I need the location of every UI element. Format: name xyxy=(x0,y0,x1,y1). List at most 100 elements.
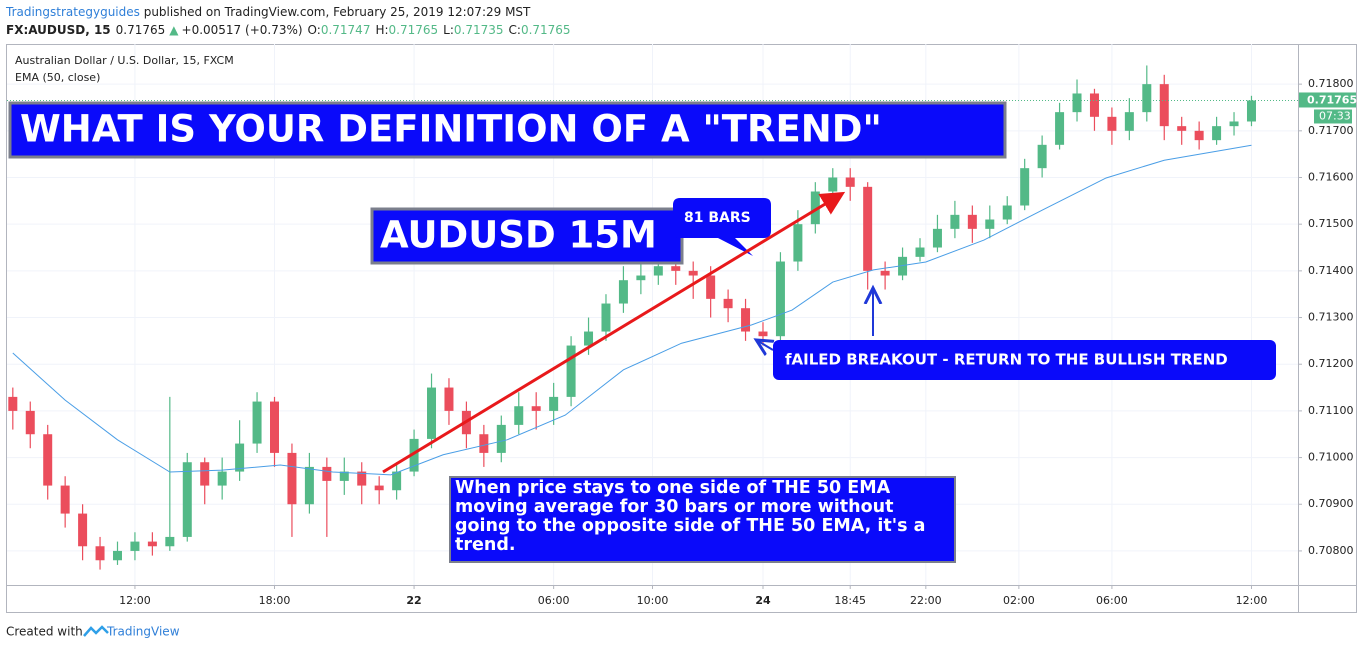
series xyxy=(7,65,1298,570)
footer-created: Created with xyxy=(6,625,83,639)
y-tick-label: 0.71400 xyxy=(1308,264,1354,277)
candle-body xyxy=(549,396,559,411)
ohlc-value: 0.71765 xyxy=(389,23,439,37)
countdown-tag xyxy=(1314,109,1352,124)
x-tick-label: 22 xyxy=(406,594,421,607)
last-price-tag xyxy=(1299,92,1356,108)
candle-body xyxy=(479,434,489,453)
y-tick-label: 0.71600 xyxy=(1308,170,1354,183)
headline-box xyxy=(8,101,1007,159)
candle-body xyxy=(531,406,541,411)
y-tick-label: 0.71800 xyxy=(1308,77,1354,90)
candle-body xyxy=(147,541,157,547)
candle-body xyxy=(496,424,506,453)
candle-body xyxy=(915,247,925,257)
candle-body xyxy=(810,191,820,225)
breakout-box xyxy=(773,340,1276,380)
published: published on TradingView.com, February 2… xyxy=(140,5,531,19)
candle-body xyxy=(706,275,716,299)
ohlc-label: H: xyxy=(375,23,388,37)
candle-body xyxy=(880,270,890,276)
y-tick-label: 0.70800 xyxy=(1308,544,1354,557)
candle-body xyxy=(758,331,768,337)
candle-body xyxy=(270,401,280,453)
ema-line xyxy=(12,144,1252,476)
candle-body xyxy=(409,438,419,472)
x-tick-label: 18:00 xyxy=(259,594,291,607)
y-tick-label: 0.71100 xyxy=(1308,404,1354,417)
legend-symbol: Australian Dollar / U.S. Dollar, 15, FXC… xyxy=(15,54,234,67)
candle-body xyxy=(374,485,384,491)
note-wrap: When price stays to one side of THE 50 E… xyxy=(455,479,926,555)
footer-brand[interactable]: TradingView xyxy=(106,625,180,639)
price: 0.71765 xyxy=(116,23,166,37)
candle-body xyxy=(688,270,698,276)
ohlc-value: 0.71735 xyxy=(454,23,504,37)
candle-body xyxy=(514,406,524,425)
candle-body xyxy=(95,546,105,561)
candle-body xyxy=(252,401,262,444)
pair: AUDUSD 15M xyxy=(380,214,657,257)
candle-body xyxy=(967,214,977,229)
y-tick-label: 0.71200 xyxy=(1308,357,1354,370)
candle-body xyxy=(985,219,995,229)
candle-body xyxy=(584,331,594,346)
candle-body xyxy=(1107,116,1117,131)
candle-body xyxy=(845,177,855,187)
axes: 0.71800 0.71700 0.71600 0.71500 0.71400 0.713… xyxy=(119,77,1357,607)
candle-body xyxy=(1229,121,1239,127)
note-box xyxy=(449,476,956,563)
candle-body xyxy=(863,186,873,271)
x-tick-label: 12:00 xyxy=(1236,594,1268,607)
countdown: 07:33 xyxy=(1319,109,1351,122)
legend-ema: EMA (50, close) xyxy=(15,71,100,84)
y-tick-label: 0.71000 xyxy=(1308,451,1354,464)
ohlc-value: 0.71747 xyxy=(321,23,371,37)
candle-body xyxy=(1020,168,1030,206)
note: When price stays to one side of THE 50 E… xyxy=(455,479,926,555)
x-tick-label: 06:00 xyxy=(1096,594,1128,607)
candle-body xyxy=(828,177,838,192)
candle-body xyxy=(636,275,646,281)
frame xyxy=(6,44,1357,613)
candle-body xyxy=(130,541,140,551)
ohlc-value: 0.71765 xyxy=(521,23,571,37)
candle-body xyxy=(653,266,663,276)
change-arrow: ▲ xyxy=(169,23,179,37)
candle-body xyxy=(566,345,576,397)
y-tick-label: 0.71700 xyxy=(1308,124,1354,137)
candle-body xyxy=(671,266,681,271)
candle-body xyxy=(444,387,454,411)
candle-body xyxy=(1159,84,1169,127)
x-tick-label: 24 xyxy=(755,594,771,607)
candle-body xyxy=(1124,112,1134,131)
candle-body xyxy=(304,466,314,505)
candle-body xyxy=(339,471,349,481)
x-tick-label: 02:00 xyxy=(1003,594,1035,607)
brand-logo xyxy=(83,625,109,637)
candle-body xyxy=(723,298,733,309)
x-tick-label: 06:00 xyxy=(538,594,570,607)
author[interactable]: Tradingstrategyguides xyxy=(5,5,140,19)
candle-body xyxy=(1194,130,1204,141)
header-line-1: Tradingstrategyguides published on Tradi… xyxy=(5,5,531,19)
x-tick-label: 18:45 xyxy=(834,594,866,607)
candle-body xyxy=(1246,100,1256,122)
candle-body xyxy=(200,462,210,486)
candle-body xyxy=(8,396,18,411)
candle-body xyxy=(1072,93,1082,113)
bars-bubble xyxy=(673,198,771,256)
candle-body xyxy=(1002,205,1012,220)
ohlc-label: O: xyxy=(308,23,321,37)
x-tick-label: 22:00 xyxy=(910,594,942,607)
candle-body xyxy=(950,214,960,229)
candle-body xyxy=(235,443,245,472)
candle-body xyxy=(898,256,908,276)
candle-body xyxy=(1037,144,1047,169)
headline: WHAT IS YOUR DEFINITION OF A "TREND" xyxy=(20,108,882,151)
change: +0.00517 (+0.73%) xyxy=(182,23,303,37)
candle-body xyxy=(793,224,803,262)
y-tick-label: 0.71500 xyxy=(1308,217,1354,230)
candle-body xyxy=(357,471,367,486)
candle-body xyxy=(741,308,751,332)
